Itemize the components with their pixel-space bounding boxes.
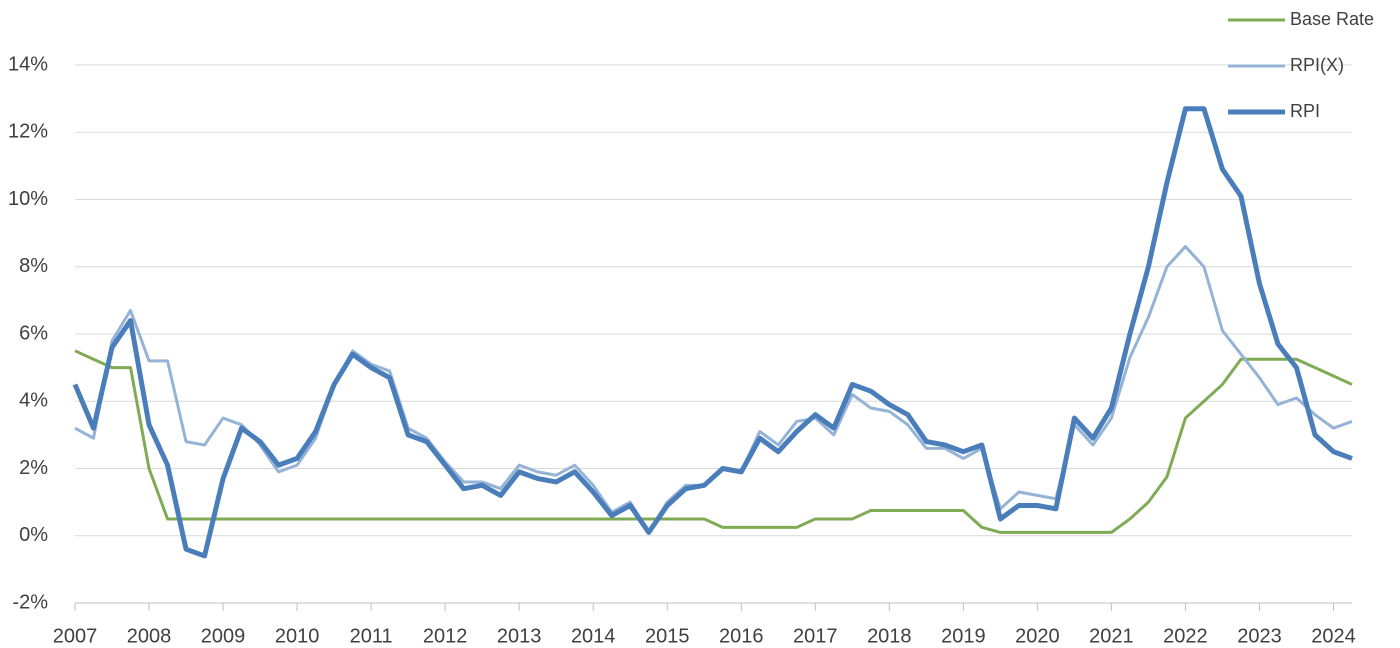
x-tick-label: 2011 — [350, 625, 393, 647]
x-tick-label: 2018 — [867, 625, 912, 647]
series-line — [74, 349, 1353, 534]
x-tick-label: 2008 — [127, 625, 172, 647]
legend-label: RPI — [1290, 101, 1320, 121]
x-tick-label: 2016 — [719, 625, 764, 647]
y-tick-label: 2% — [19, 457, 48, 479]
x-tick-label: 2015 — [645, 625, 690, 647]
y-tick-label: -2% — [12, 591, 48, 613]
x-tick-label: 2024 — [1311, 625, 1356, 647]
x-tick-label: 2014 — [571, 625, 616, 647]
x-tick-label: 2007 — [53, 625, 98, 647]
y-tick-label: 8% — [19, 255, 48, 277]
x-tick-label: 2020 — [1015, 625, 1060, 647]
x-tick-label: 2022 — [1163, 625, 1208, 647]
x-tick-label: 2017 — [793, 625, 838, 647]
legend-label: RPI(X) — [1290, 55, 1344, 75]
y-tick-label: 6% — [19, 322, 48, 344]
x-tick-label: 2021 — [1089, 625, 1134, 647]
series-line — [74, 245, 1353, 534]
y-tick-label: 4% — [19, 390, 48, 412]
x-tick-label: 2013 — [497, 625, 542, 647]
y-tick-label: 10% — [8, 188, 48, 210]
x-tick-label: 2012 — [423, 625, 468, 647]
y-tick-label: 14% — [8, 53, 48, 75]
y-tick-label: 12% — [8, 121, 48, 143]
series-line — [72, 106, 1353, 559]
legend-label: Base Rate — [1290, 9, 1374, 29]
x-tick-label: 2010 — [275, 625, 320, 647]
x-tick-label: 2009 — [201, 625, 246, 647]
x-tick-label: 2023 — [1237, 625, 1282, 647]
y-tick-label: 0% — [19, 524, 48, 546]
x-tick-label: 2019 — [941, 625, 986, 647]
